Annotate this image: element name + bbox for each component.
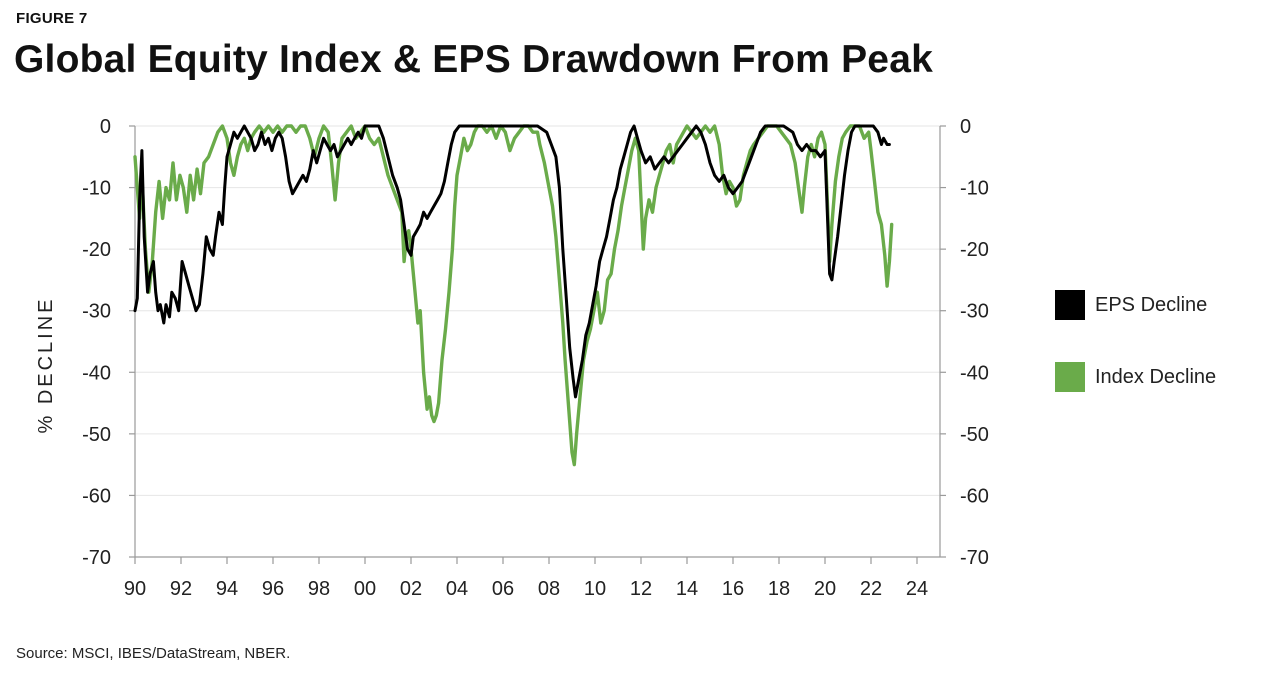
y-tick-label-right: -10 <box>960 178 989 200</box>
y-tick-label-right: -60 <box>960 485 989 507</box>
legend-label-eps: EPS Decline <box>1095 293 1208 316</box>
chart-title: Global Equity Index & EPS Drawdown From … <box>14 38 933 81</box>
y-tick-label-left: -10 <box>82 178 111 200</box>
y-tick-label-left: -20 <box>82 239 111 261</box>
x-tick-label: 96 <box>262 578 284 600</box>
x-tick-label: 22 <box>860 578 882 600</box>
x-tick-label: 16 <box>722 578 744 600</box>
x-tick-label: 24 <box>906 578 928 600</box>
series-lines <box>133 124 894 467</box>
chart-area: 0 -10 -20 -30 -40 -50 -60 -70 0 -10 -20 -30 -40 -50 -6… <box>35 116 989 600</box>
y-tick-label-left: -70 <box>82 547 111 569</box>
y-axis-label: % DECLINE <box>35 296 57 433</box>
grid-lines <box>135 125 940 558</box>
figure-label: FIGURE 7 <box>16 10 88 27</box>
y-tick-label-left: -60 <box>82 485 111 507</box>
legend-item-index: Index Decline <box>1055 360 1216 394</box>
y-tick-label-left: 0 <box>100 116 111 138</box>
legend-item-eps: EPS Decline <box>1055 288 1216 322</box>
y-tick-label-left: -30 <box>82 301 111 323</box>
y-tick-label-right: -40 <box>960 362 989 384</box>
legend-label-index: Index Decline <box>1095 365 1217 388</box>
legend-swatch-index <box>1055 362 1085 392</box>
x-tick-label: 02 <box>400 578 422 600</box>
axes <box>129 125 946 564</box>
x-tick-label: 18 <box>768 578 790 600</box>
x-tick-label: 12 <box>630 578 652 600</box>
x-tick-label: 98 <box>308 578 330 600</box>
x-tick-label: 90 <box>124 578 146 600</box>
y-tick-label-right: -70 <box>960 547 989 569</box>
y-tick-label-left: -50 <box>82 424 111 446</box>
legend: EPS Decline Index Decline <box>1055 288 1216 432</box>
tick-labels: 0 -10 -20 -30 -40 -50 -60 -70 0 -10 -20 -30 -40 -50 -6… <box>82 116 989 600</box>
x-tick-label: 92 <box>170 578 192 600</box>
x-tick-label: 10 <box>584 578 606 600</box>
x-tick-label: 00 <box>354 578 376 600</box>
series-line-eps <box>133 124 891 399</box>
x-tick-label: 94 <box>216 578 238 600</box>
x-tick-label: 06 <box>492 578 514 600</box>
x-tick-label: 08 <box>538 578 560 600</box>
y-tick-label-right: -30 <box>960 301 989 323</box>
source-note: Source: MSCI, IBES/DataStream, NBER. <box>16 645 291 662</box>
x-tick-label: 04 <box>446 578 468 600</box>
legend-swatch-eps <box>1055 290 1085 320</box>
series-line-index <box>133 124 894 467</box>
y-tick-label-right: -20 <box>960 239 989 261</box>
x-tick-label: 20 <box>814 578 836 600</box>
y-tick-label-right: 0 <box>960 116 971 138</box>
y-tick-label-right: -50 <box>960 424 989 446</box>
x-tick-label: 14 <box>676 578 698 600</box>
y-tick-label-left: -40 <box>82 362 111 384</box>
